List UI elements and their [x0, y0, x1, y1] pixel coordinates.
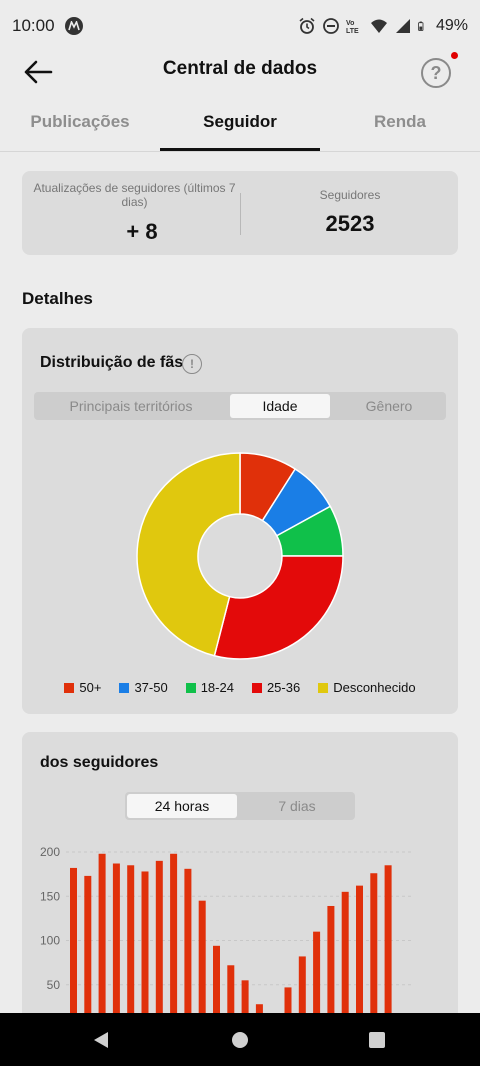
info-icon[interactable]: !: [182, 354, 202, 374]
tab-seguidor[interactable]: Seguidor: [203, 112, 277, 131]
bar-hour-8: [184, 868, 192, 1036]
segment-territories[interactable]: Principais territórios: [69, 398, 193, 414]
legend-swatch: [251, 682, 262, 693]
divider: [240, 193, 241, 235]
legend-swatch: [119, 682, 130, 693]
legend-swatch: [318, 682, 329, 693]
time-range-segment-control: 24 horas 7 dias: [125, 792, 355, 820]
bar-hour-15: [284, 987, 292, 1036]
system-nav-bar: [0, 1013, 480, 1066]
page-title: Central de dados: [162, 58, 318, 79]
bar-hour-1: [84, 875, 92, 1036]
tab-indicator: [160, 148, 320, 151]
bar-hour-19: [341, 891, 349, 1036]
follower-activity-card: dos seguidores 24 horas 7 dias 200 150 100…: [22, 732, 458, 1036]
legend-label: 37-50: [134, 680, 168, 695]
segment-24-hours[interactable]: 24 horas: [127, 794, 237, 818]
tab-bar: Publicações Seguidor Renda: [0, 100, 480, 152]
bar-hour-6: [155, 860, 163, 1036]
legend-item: 50+: [64, 680, 101, 695]
notification-dot: [451, 52, 458, 59]
signal-icon: [395, 19, 410, 33]
nav-home-icon[interactable]: [231, 1030, 249, 1050]
bar-hour-10: [213, 945, 220, 1036]
y-tick-label: 200: [40, 845, 60, 859]
nav-recents-icon[interactable]: [368, 1030, 386, 1050]
details-heading: Detalhes: [22, 289, 93, 308]
bar-hour-21: [370, 873, 378, 1036]
segment-age[interactable]: Idade: [230, 394, 330, 418]
legend-item: 25-36: [251, 680, 301, 695]
legend-label: 50+: [79, 680, 102, 695]
follower-updates-value: + 8: [126, 219, 158, 244]
svg-text:LTE: LTE: [346, 28, 359, 35]
motorola-logo-icon: [64, 17, 83, 35]
bar-hour-5: [141, 871, 149, 1036]
bar-hour-18: [327, 905, 335, 1036]
bar-hour-0: [70, 867, 77, 1036]
bar-hour-17: [313, 931, 321, 1036]
alarm-icon: [299, 17, 315, 34]
tab-renda[interactable]: Renda: [374, 112, 426, 131]
bar-hour-3: [112, 863, 120, 1036]
follower-updates-label: Atualizações de seguidores (últimos 7 di…: [33, 181, 236, 209]
segment-7-days[interactable]: 7 dias: [278, 798, 316, 814]
bar-hour-20: [356, 885, 363, 1036]
header: Central de dados ?: [0, 52, 480, 92]
battery-icon: [418, 21, 424, 31]
status-icons: Vo LTE 49%: [298, 17, 468, 35]
legend-item: Desconhecido: [318, 680, 416, 695]
follower-activity-title: dos seguidores: [40, 754, 159, 771]
do-not-disturb-icon: [323, 18, 339, 34]
status-bar: 10:00 Vo LTE 49%: [0, 0, 480, 52]
legend-label: Desconhecido: [333, 680, 416, 695]
fan-distribution-card: Distribuição de fãs ! Principais territó…: [22, 328, 458, 714]
bar-hour-22: [384, 865, 392, 1036]
fan-distribution-title: Distribuição de fãs: [40, 354, 184, 371]
bar-hour-2: [98, 853, 106, 1036]
svg-text:Vo: Vo: [346, 20, 354, 27]
status-time: 10:00: [12, 16, 55, 35]
back-arrow-icon[interactable]: [22, 56, 54, 88]
donut-slice-desconhecido: [136, 452, 241, 657]
battery-percent: 49%: [435, 17, 468, 34]
legend-swatch: [64, 682, 75, 693]
legend-item: 18-24: [185, 680, 234, 695]
legend-label: 25-36: [266, 680, 301, 695]
tab-publicacoes[interactable]: Publicações: [30, 112, 130, 131]
wifi-icon: [370, 19, 387, 33]
bar-hour-12: [241, 980, 249, 1036]
follower-activity-bar-chart: 200 150 100 50: [40, 845, 414, 1036]
segment-gender[interactable]: Gênero: [365, 398, 413, 414]
bar-hour-4: [127, 865, 135, 1036]
legend-item: 37-50: [119, 680, 168, 695]
bar-hour-9: [198, 900, 206, 1036]
legend-label: 18-24: [200, 680, 234, 695]
followers-label: Seguidores: [319, 188, 381, 202]
bar-hour-16: [298, 956, 306, 1036]
y-tick-label: 100: [40, 934, 60, 948]
bar-hour-11: [227, 965, 235, 1036]
legend-swatch: [185, 682, 196, 693]
help-icon[interactable]: ?: [421, 58, 451, 88]
donut-slice-25-36: [213, 555, 344, 660]
distribution-segment-control: Principais territórios Idade Gênero: [34, 392, 446, 420]
y-tick-label: 150: [40, 889, 60, 903]
age-donut-chart: [136, 452, 344, 660]
follower-summary-card: Atualizações de seguidores (últimos 7 di…: [22, 171, 458, 255]
bar-hour-7: [170, 853, 178, 1036]
y-tick-label: 50: [47, 978, 61, 992]
nav-back-icon[interactable]: [92, 1030, 110, 1050]
followers-value: 2523: [325, 211, 375, 236]
age-legend: 50+ 37-50 18-24 25-36 Desconhecido: [22, 680, 458, 695]
